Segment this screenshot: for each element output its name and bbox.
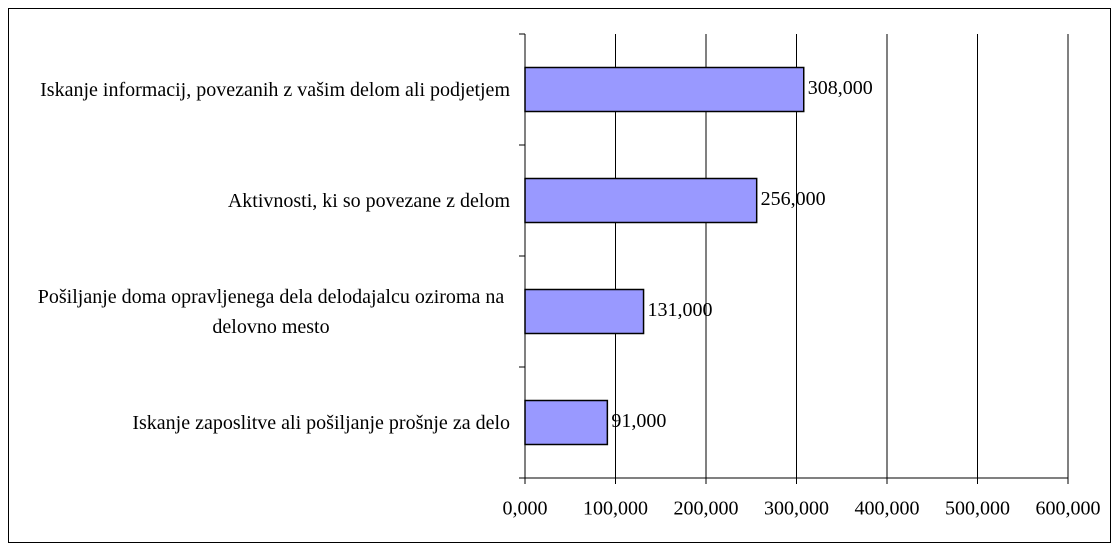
data-label: 256,000 [761,188,826,210]
x-tick-label: 400,000 [855,498,920,520]
y-tick-label-box: Iskanje informacij, povezanih z vašim de… [30,50,510,130]
y-tick-label: Iskanje informacij, povezanih z vašim de… [40,78,510,101]
x-tick-label: 600,000 [1036,498,1101,520]
y-tick-label-box: Pošiljanje doma opravljenega dela deloda… [30,272,510,352]
bar [524,399,609,446]
x-tick-label: 500,000 [945,498,1010,520]
y-tick-label-box: Aktivnosti, ki so povezane z delom [30,161,510,241]
bar [524,177,758,224]
x-tick-label: 100,000 [583,498,648,520]
x-tick-label: 0,000 [503,498,548,520]
data-label: 91,000 [611,410,666,432]
data-label: 131,000 [648,299,713,321]
x-tick-label: 200,000 [674,498,739,520]
y-tick-label: Iskanje zaposlitve ali pošiljanje prošnj… [132,411,510,434]
y-tick-label: Aktivnosti, ki so povezane z delom [227,189,510,212]
chart-frame [8,8,1111,543]
y-tick-label: Pošiljanje doma opravljenega dela deloda… [37,285,505,338]
y-tick-label-box: Iskanje zaposlitve ali pošiljanje prošnj… [30,383,510,463]
x-tick-label: 300,000 [764,498,829,520]
bar [524,288,645,335]
bar [524,66,805,113]
data-label: 308,000 [808,77,873,99]
